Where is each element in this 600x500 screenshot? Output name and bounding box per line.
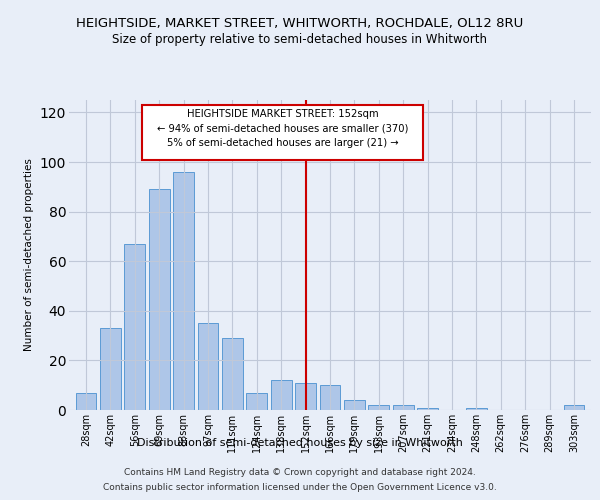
- Bar: [563, 405, 584, 410]
- Bar: [247, 392, 267, 410]
- Text: HEIGHTSIDE, MARKET STREET, WHITWORTH, ROCHDALE, OL12 8RU: HEIGHTSIDE, MARKET STREET, WHITWORTH, RO…: [76, 18, 524, 30]
- Bar: [100, 328, 121, 410]
- FancyBboxPatch shape: [142, 105, 422, 160]
- Bar: [466, 408, 487, 410]
- Bar: [197, 323, 218, 410]
- Bar: [76, 392, 97, 410]
- Bar: [271, 380, 292, 410]
- Bar: [393, 405, 413, 410]
- Y-axis label: Number of semi-detached properties: Number of semi-detached properties: [24, 158, 34, 352]
- Text: Contains public sector information licensed under the Open Government Licence v3: Contains public sector information licen…: [103, 483, 497, 492]
- Bar: [417, 408, 438, 410]
- Text: HEIGHTSIDE MARKET STREET: 152sqm: HEIGHTSIDE MARKET STREET: 152sqm: [187, 108, 378, 118]
- Bar: [149, 190, 170, 410]
- Text: ← 94% of semi-detached houses are smaller (370): ← 94% of semi-detached houses are smalle…: [157, 124, 408, 134]
- Text: 5% of semi-detached houses are larger (21) →: 5% of semi-detached houses are larger (2…: [167, 138, 398, 148]
- Bar: [173, 172, 194, 410]
- Bar: [222, 338, 243, 410]
- Bar: [344, 400, 365, 410]
- Bar: [124, 244, 145, 410]
- Bar: [295, 382, 316, 410]
- Text: Contains HM Land Registry data © Crown copyright and database right 2024.: Contains HM Land Registry data © Crown c…: [124, 468, 476, 477]
- Text: Size of property relative to semi-detached houses in Whitworth: Size of property relative to semi-detach…: [113, 32, 487, 46]
- Text: Distribution of semi-detached houses by size in Whitworth: Distribution of semi-detached houses by …: [137, 438, 463, 448]
- Bar: [320, 385, 340, 410]
- Bar: [368, 405, 389, 410]
